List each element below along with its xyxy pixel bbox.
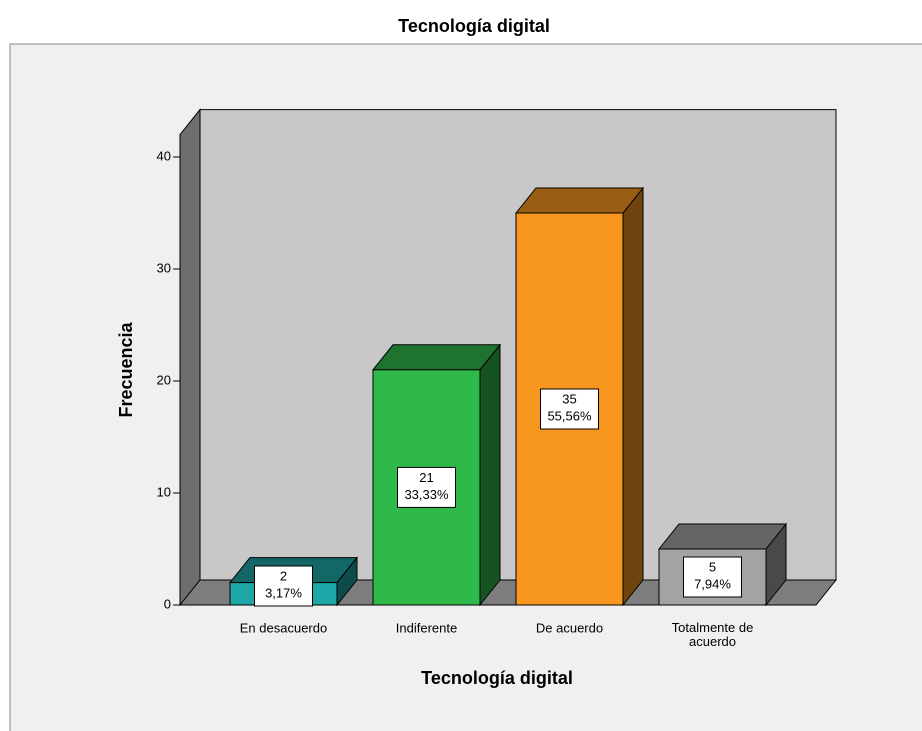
x-tick-label: En desacuerdo [240,620,327,635]
x-tick-label: De acuerdo [536,620,603,635]
bar-side [622,186,644,607]
data-label-box [254,565,313,607]
y-tick-label: 30 [157,260,171,275]
data-label-percent: 3,17% [265,585,302,600]
data-label-percent: 7,94% [694,576,731,591]
y-tick-label: 0 [164,596,171,611]
data-label: 2 3,17% [254,565,313,607]
data-label-value: 2 [280,568,287,583]
data-label: 35 55,56% [540,388,599,430]
data-label: 5 7,94% [683,556,742,598]
data-label-box [540,388,599,430]
y-tick-label: 40 [157,148,171,163]
chart-title: Tecnología digital [398,16,550,36]
data-label-box [397,466,456,508]
data-label-percent: 33,33% [404,487,449,502]
bar-side [479,343,501,607]
bar-top [371,344,502,371]
data-label-percent: 55,56% [547,408,592,423]
data-label-value: 35 [562,391,576,406]
x-axis-title: Tecnología digital [421,668,573,688]
data-label-value: 21 [419,470,433,485]
y-tick-label: 20 [157,372,171,387]
x-tick-label: Indiferente [396,620,457,635]
y-tick-label: 10 [157,484,171,499]
left-wall [179,108,201,607]
data-label: 21 33,33% [397,466,456,508]
bar-top [514,187,645,214]
data-label-value: 5 [709,559,716,574]
y-axis-title: Frecuencia [116,321,136,417]
x-tick-label: Totalmente de acuerdo [672,620,754,649]
bar-top [657,523,788,550]
data-label-box [683,556,742,598]
